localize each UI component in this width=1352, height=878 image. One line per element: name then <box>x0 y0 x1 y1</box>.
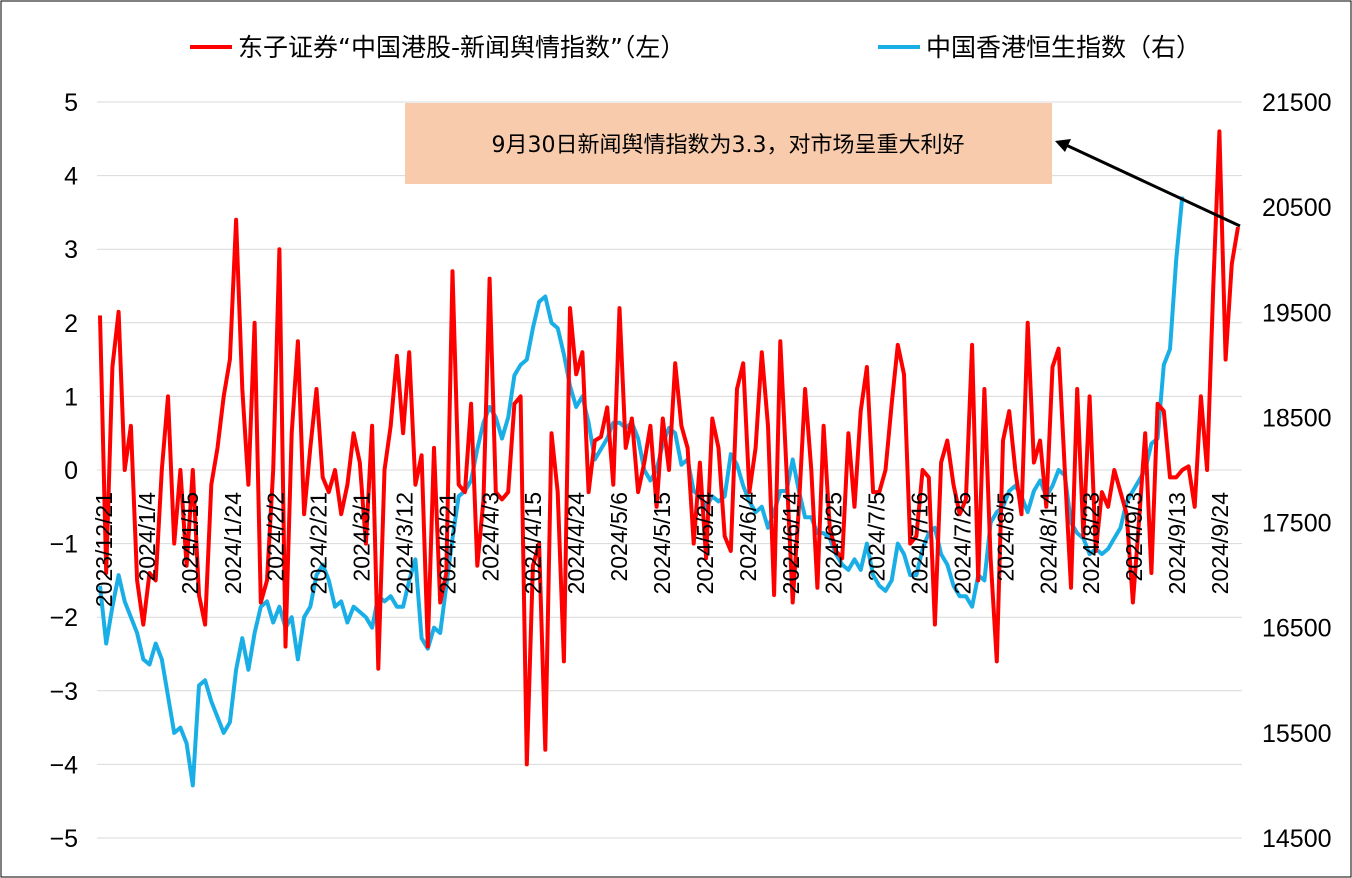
x-tick-label: 2024/8/5 <box>992 492 1018 582</box>
x-tick-label: 2024/7/5 <box>864 492 890 582</box>
x-tick-label: 2024/6/14 <box>778 492 804 595</box>
y-right-tick-label: 17500 <box>1262 510 1332 538</box>
x-tick-label: 2024/1/15 <box>177 492 203 594</box>
y-left-tick-label: −1 <box>49 531 78 559</box>
x-tick-label: 2024/3/1 <box>349 492 375 582</box>
y-right-tick-label: 15500 <box>1262 720 1332 748</box>
y-left-tick-label: 4 <box>64 163 78 191</box>
legend: 东子证券“中国港股-新闻舆情指数”（左） 中国香港恒生指数（右） <box>190 33 1201 62</box>
annotation-text: 9月30日新闻舆情指数为3.3，对市场呈重大利好 <box>492 133 965 158</box>
x-tick-label: 2024/1/4 <box>134 492 160 582</box>
series-layer <box>98 129 1240 788</box>
x-tick-label: 2024/9/3 <box>1121 492 1147 582</box>
x-tick-label: 2024/7/25 <box>949 492 975 594</box>
x-tick-label: 2023/12/21 <box>91 492 117 607</box>
y-left-tick-label: −5 <box>49 825 78 853</box>
x-tick-label: 2024/8/14 <box>1035 492 1061 595</box>
y-right-tick-label: 16500 <box>1262 615 1332 643</box>
annotation-box <box>405 103 1052 184</box>
x-tick-label: 2024/7/16 <box>907 492 933 594</box>
y-left-tick-label: 1 <box>64 383 78 411</box>
annotation-arrow-head <box>1055 139 1071 152</box>
annotation: 9月30日新闻舆情指数为3.3，对市场呈重大利好 <box>405 103 1241 228</box>
x-tick-label: 2024/4/3 <box>477 492 503 582</box>
x-tick-label: 2024/1/24 <box>220 492 246 595</box>
x-tick-label: 2024/6/4 <box>735 492 761 582</box>
y-left-tick-label: −4 <box>49 751 78 779</box>
x-tick-label: 2024/8/23 <box>1078 492 1104 594</box>
x-tick-label: 2024/6/25 <box>821 492 847 594</box>
x-tick-label: 2024/5/15 <box>649 492 675 594</box>
legend-label-hsi: 中国香港恒生指数（右） <box>926 33 1201 62</box>
y-left-tick-label: 2 <box>64 310 78 338</box>
annotation-arrow-line <box>1065 143 1241 228</box>
x-tick-label: 2024/2/21 <box>306 492 332 594</box>
y-right-tick-label: 18500 <box>1262 404 1332 432</box>
x-tick-label: 2024/4/24 <box>563 492 589 595</box>
y-left-tick-label: 0 <box>64 457 78 485</box>
x-tick-label: 2024/5/24 <box>692 492 718 595</box>
x-tick-label: 2024/9/24 <box>1207 492 1233 595</box>
sentiment-index-line <box>98 129 1240 767</box>
x-tick-label: 2024/9/13 <box>1164 492 1190 594</box>
legend-label-sentiment: 东子证券“中国港股-新闻舆情指数”（左） <box>238 33 685 62</box>
y-right-tick-label: 19500 <box>1262 299 1332 327</box>
x-tick-label: 2024/4/15 <box>520 492 546 594</box>
x-tick-label: 2024/3/21 <box>434 492 460 594</box>
x-axis: 2023/12/21 2024/1/4 2024/1/15 2024/1/24 2024… <box>91 492 1233 607</box>
y-axis-right: 21500 20500 19500 18500 17500 16500 15500 14500 <box>1262 89 1332 853</box>
y-left-tick-label: 5 <box>64 89 78 117</box>
y-left-tick-label: −3 <box>49 678 78 706</box>
x-tick-label: 2024/2/2 <box>263 492 289 582</box>
x-tick-label: 2024/5/6 <box>606 492 632 582</box>
y-left-tick-label: −2 <box>49 604 78 632</box>
y-right-tick-label: 14500 <box>1262 825 1332 853</box>
y-right-tick-label: 20500 <box>1262 194 1332 222</box>
y-axis-left: 5 4 3 2 1 0 −1 −2 −3 −4 −5 <box>49 89 78 853</box>
x-tick-label: 2024/3/12 <box>391 492 417 594</box>
grid <box>97 101 1242 839</box>
y-right-tick-label: 21500 <box>1262 89 1332 117</box>
y-left-tick-label: 3 <box>64 236 78 264</box>
